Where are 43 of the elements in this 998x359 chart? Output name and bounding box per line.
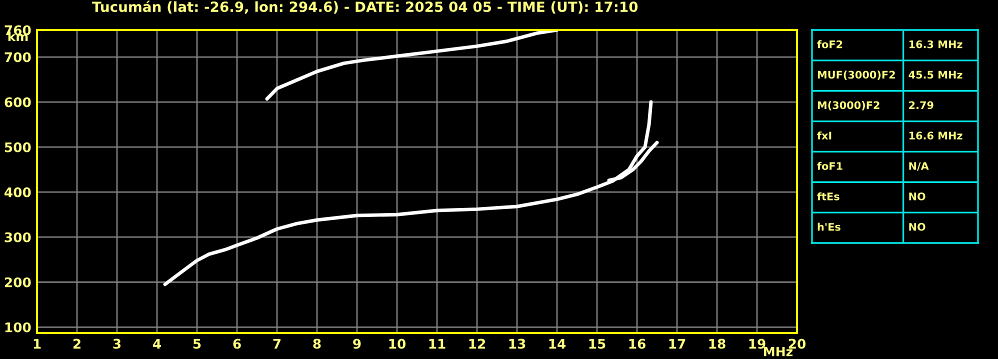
y-tick-label: 700	[4, 52, 31, 62]
x-tick-label: 15	[589, 338, 606, 349]
x-tick-label: 20	[788, 338, 806, 349]
x-tick-label: 1	[34, 338, 41, 349]
text: 45.5 MHz	[908, 70, 962, 79]
x-tick-label: 16	[629, 338, 646, 349]
chart-title: Tucumán (lat: -26.9, lon: 294.6) - DATE: 2025 04 05 - TIME (UT): 17:10	[92, 0, 638, 14]
text: M(3000)F2	[818, 101, 880, 110]
text: N/A	[909, 162, 929, 171]
text: h'Es	[818, 222, 840, 231]
x-tick-label: 10	[389, 338, 406, 349]
text: NO	[909, 222, 926, 231]
x-tick-label: 5	[193, 338, 201, 349]
x-tick-label: 14	[549, 338, 566, 349]
y-tick-label: 100	[5, 322, 31, 332]
x-tick-label: 8	[313, 338, 321, 349]
x-tick-label: 7	[273, 338, 281, 349]
x-tick-label: 17	[669, 338, 686, 349]
text: foF2	[817, 40, 842, 48]
x-tick-label: 18	[709, 338, 726, 349]
y-tick-label: 500	[4, 142, 31, 152]
x-tick-label: 9	[353, 338, 361, 349]
x-tick-label: 11	[429, 338, 446, 349]
x-tick-label: 12	[469, 338, 486, 349]
x-tick-label: 6	[233, 338, 241, 349]
y-tick-label: 200	[4, 277, 31, 288]
y-tick-label: 600	[4, 97, 31, 108]
text: 16.3 MHz	[909, 40, 962, 48]
text: MUF(3000)F2	[818, 70, 895, 80]
x-axis-title: MHz	[764, 347, 792, 356]
text: fxI	[817, 131, 832, 140]
x-tick-label: 13	[509, 338, 526, 349]
text: 2.79	[909, 101, 934, 110]
x-tick-label: 2	[73, 338, 80, 349]
text: NO	[909, 192, 926, 200]
text: 16.6 MHz	[909, 132, 962, 140]
text: foF1	[817, 162, 842, 170]
x-tick-label: 19	[749, 338, 766, 349]
y-tick-label: 300	[4, 232, 31, 242]
y-tick-label: 400	[4, 187, 31, 198]
x-tick-label: 3	[113, 338, 121, 349]
x-tick-label: 4	[153, 338, 161, 349]
text: ftEs	[817, 192, 840, 200]
